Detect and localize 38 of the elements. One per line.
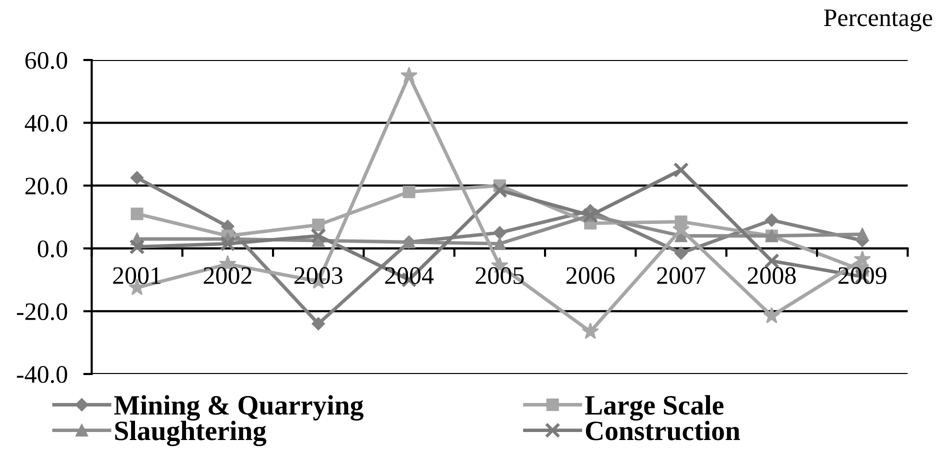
x-tick-label: 2003	[294, 267, 342, 284]
y-tick-label: 60.0	[25, 52, 68, 70]
point	[312, 317, 325, 330]
point	[493, 237, 506, 250]
x-tick-label: 2005	[476, 267, 524, 284]
y-tick-label: 0.0	[38, 240, 68, 258]
point	[673, 162, 689, 178]
point	[582, 322, 599, 340]
point	[220, 236, 236, 252]
y-tick-label: 20.0	[25, 178, 68, 195]
point	[765, 214, 778, 227]
legend-label: Construction	[586, 420, 740, 440]
x-tick-label: 2008	[748, 267, 796, 284]
point	[402, 186, 416, 198]
y-tick-label: 40.0	[24, 114, 68, 132]
point	[493, 226, 506, 240]
point	[130, 208, 144, 220]
y-tick-label: -20.0	[16, 303, 68, 320]
point	[763, 306, 780, 324]
point	[310, 228, 326, 244]
legend-label: Large Scale	[585, 395, 724, 421]
point	[312, 218, 325, 232]
point	[856, 228, 869, 241]
point	[130, 171, 144, 184]
point	[400, 66, 418, 84]
y-axis-title: Percentage	[824, 10, 932, 32]
y-tick-label: -40.0	[16, 366, 68, 384]
x-tick-label: 2002	[204, 267, 252, 284]
point	[492, 182, 508, 198]
point	[129, 239, 145, 255]
x-tick-label: 2007	[657, 267, 706, 284]
x-tick-label: 2001	[113, 267, 161, 284]
legend-label: Slaughtering	[115, 420, 266, 446]
x-tick-label: 2004	[385, 267, 434, 284]
point	[674, 246, 688, 260]
legend-label: Mining & Quarrying	[114, 395, 364, 421]
x-tick-label: 2009	[838, 267, 886, 284]
x-tick-label: 2006	[566, 267, 615, 284]
